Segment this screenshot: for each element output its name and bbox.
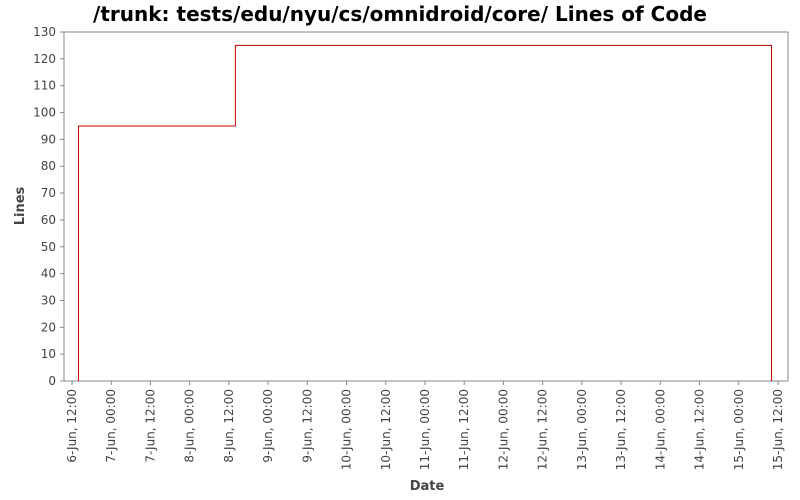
x-tick-label: 10-Jun, 00:00 — [340, 389, 354, 470]
y-tick-label: 130 — [33, 25, 56, 39]
x-tick-label: 13-Jun, 12:00 — [614, 389, 628, 470]
series-line — [78, 44, 772, 381]
x-tick-label: 9-Jun, 12:00 — [300, 389, 314, 463]
x-tick-label: 8-Jun, 12:00 — [222, 389, 236, 463]
y-tick-label: 110 — [33, 79, 56, 93]
chart-title: /trunk: tests/edu/nyu/cs/omnidroid/core/… — [93, 2, 707, 26]
y-axis: 0 10 20 30 40 50 60 70 80 90 100 110 120 130 — [33, 25, 64, 388]
y-tick-label: 60 — [41, 213, 56, 227]
y-tick-label: 20 — [41, 320, 56, 334]
x-tick-label: 9-Jun, 00:00 — [261, 389, 275, 463]
y-axis-label: Lines — [13, 186, 28, 225]
x-tick-label: 12-Jun, 00:00 — [496, 389, 510, 470]
x-tick-label: 11-Jun, 12:00 — [457, 389, 471, 470]
y-tick-label: 90 — [41, 132, 56, 146]
plot-area — [63, 31, 789, 382]
y-tick-label: 10 — [41, 347, 56, 361]
y-tick-label: 100 — [33, 106, 56, 120]
series-group — [78, 44, 772, 382]
y-tick-label: 50 — [41, 240, 56, 254]
y-tick-label: 0 — [48, 374, 56, 388]
x-tick-label: 6-Jun, 12:00 — [65, 389, 79, 463]
x-tick-label: 7-Jun, 00:00 — [104, 389, 118, 463]
x-tick-label: 12-Jun, 12:00 — [536, 389, 550, 470]
x-tick-label: 8-Jun, 00:00 — [183, 389, 197, 463]
x-axis-label: Date — [410, 479, 445, 494]
x-tick-label: 15-Jun, 12:00 — [771, 389, 785, 470]
x-tick-label: 13-Jun, 00:00 — [575, 389, 589, 470]
y-tick-label: 80 — [41, 159, 56, 173]
x-tick-label: 15-Jun, 00:00 — [732, 389, 746, 470]
x-tick-label: 11-Jun, 00:00 — [418, 389, 432, 470]
y-tick-label: 70 — [41, 186, 56, 200]
y-tick-label: 40 — [41, 267, 56, 281]
x-axis: 6-Jun, 12:00 7-Jun, 00:00 7-Jun, 12:00 8-Ju… — [65, 381, 785, 470]
x-tick-label: 10-Jun, 12:00 — [379, 389, 393, 470]
y-tick-label: 120 — [33, 52, 56, 66]
y-tick-label: 30 — [41, 293, 56, 307]
x-tick-label: 7-Jun, 12:00 — [143, 389, 157, 463]
x-tick-label: 14-Jun, 00:00 — [653, 389, 667, 470]
x-tick-label: 14-Jun, 12:00 — [693, 389, 707, 470]
